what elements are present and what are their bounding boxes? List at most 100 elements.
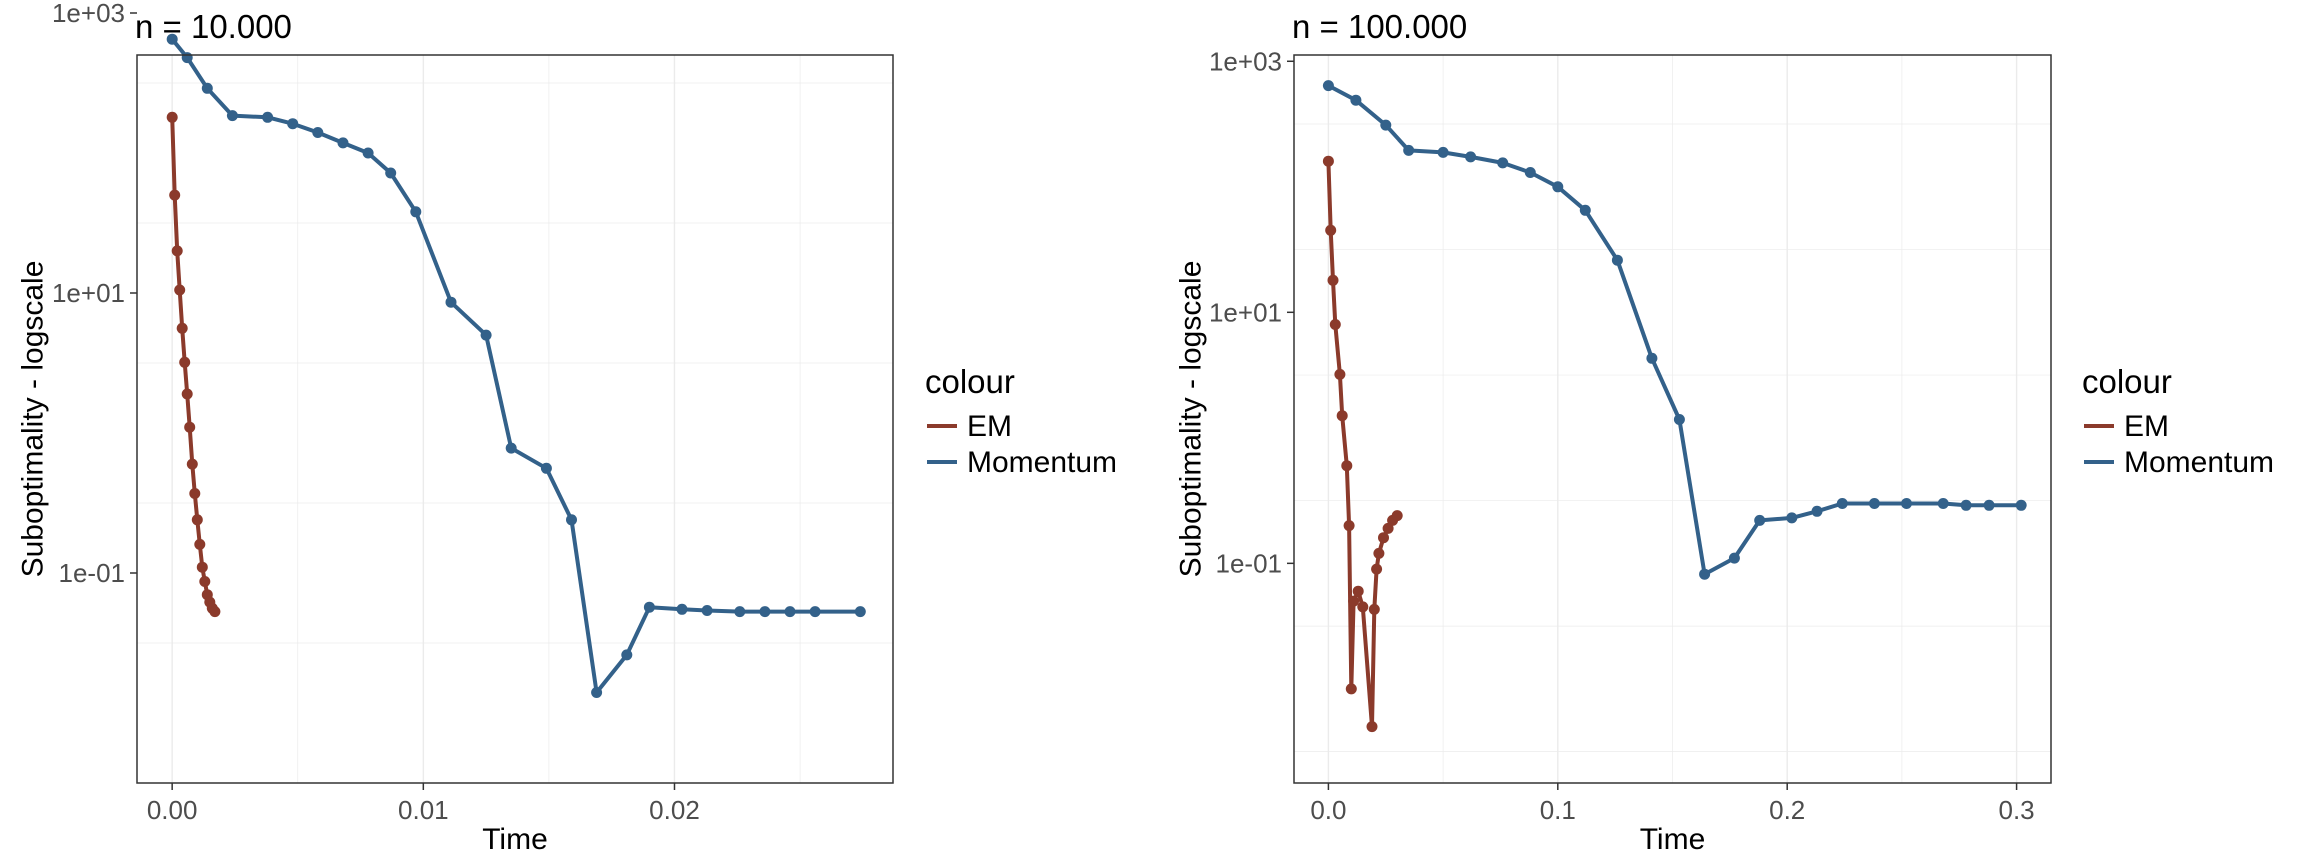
legend-label-momentum: Momentum (2124, 446, 2274, 479)
chart-panel-n100000: 0.0 0.1 0.2 0.3 1e-01 1e+01 1e+03 n = 100.000 Ti… (1175, 8, 2275, 856)
data-point-momentum (759, 606, 771, 618)
data-point-em (1391, 510, 1403, 522)
data-point-momentum (1786, 512, 1798, 524)
data-point-momentum (312, 127, 324, 138)
data-point-em (196, 561, 208, 573)
data-point-em (166, 111, 178, 123)
y-tick-label: 1e+01 (1209, 297, 1282, 327)
y-tick-label: 1e+03 (52, 0, 125, 28)
data-point-momentum (166, 33, 178, 45)
panel-border (1293, 54, 2052, 784)
data-point-momentum (621, 649, 633, 661)
data-point-momentum (1350, 94, 1362, 106)
data-point-em (1343, 520, 1355, 532)
data-point-em (1329, 319, 1341, 330)
x-axis-label: Time (482, 823, 548, 856)
series-em (1322, 155, 1403, 733)
data-point-momentum (1403, 144, 1415, 156)
data-point-em (181, 388, 193, 400)
data-point-momentum (1646, 352, 1658, 364)
x-tick-label: 0.1 (1540, 795, 1576, 825)
data-point-momentum (1699, 568, 1711, 580)
data-point-momentum (201, 82, 213, 94)
data-point-em (171, 245, 183, 257)
data-point-momentum (1611, 254, 1623, 266)
data-point-em (176, 322, 188, 334)
data-point-momentum (181, 52, 193, 64)
gridlines (137, 55, 893, 784)
legend-label-em: EM (2124, 410, 2169, 443)
chart-title: n = 10.000 (135, 8, 292, 45)
data-point-momentum (1960, 499, 1972, 511)
data-point-momentum (643, 601, 655, 613)
data-point-em (174, 284, 186, 296)
x-tick-label: 0.01 (398, 795, 449, 825)
data-point-momentum (1322, 80, 1334, 92)
y-axis-label: Suboptimality - logscale (1175, 261, 1208, 578)
data-point-em (1373, 547, 1385, 559)
data-point-em (1382, 522, 1394, 534)
data-point-momentum (385, 167, 397, 179)
data-point-momentum (1673, 414, 1685, 425)
data-point-momentum (480, 329, 492, 341)
data-point-em (1371, 563, 1383, 575)
data-point-em (1336, 410, 1348, 422)
data-point-momentum (1552, 181, 1564, 193)
data-point-em (1357, 601, 1369, 613)
data-point-momentum (1754, 514, 1766, 526)
chart-panel-n10000: 0.00 0.01 0.02 1e-01 1e+01 1e+03 n = 10.000 Tim… (17, 0, 1118, 856)
series-line-em (1326, 159, 1400, 729)
data-point-momentum (505, 442, 517, 454)
x-tick-label: 0.0 (1310, 795, 1346, 825)
data-point-em (194, 538, 206, 550)
data-point-momentum (591, 687, 603, 698)
data-point-momentum (701, 605, 713, 616)
x-axis-label: Time (1640, 823, 1706, 856)
legend-label-momentum: Momentum (967, 446, 1117, 479)
data-point-momentum (540, 462, 552, 474)
data-point-momentum (445, 296, 457, 308)
data-point-em (1325, 224, 1337, 236)
data-point-momentum (1437, 146, 1449, 158)
data-point-em (209, 606, 221, 618)
x-tick-label: 0.00 (147, 795, 198, 825)
data-point-em (1368, 603, 1380, 615)
data-point-momentum (226, 110, 238, 122)
data-point-em (1345, 683, 1357, 695)
x-tick-label: 0.3 (1999, 795, 2035, 825)
data-point-em (186, 458, 198, 470)
panel-border (136, 54, 894, 784)
data-point-momentum (1836, 498, 1848, 509)
data-point-momentum (784, 606, 796, 618)
data-point-momentum (1728, 552, 1740, 564)
data-point-em (1322, 155, 1334, 167)
data-point-momentum (1579, 204, 1591, 216)
x-tick-label: 0.02 (649, 795, 700, 825)
data-point-momentum (1380, 119, 1392, 131)
y-axis-label: Suboptimality - logscale (17, 261, 50, 578)
data-point-em (1334, 368, 1346, 380)
legend-label-em: EM (967, 410, 1012, 443)
data-point-momentum (362, 147, 374, 159)
data-point-momentum (1524, 167, 1536, 178)
data-point-em (169, 189, 181, 201)
data-point-momentum (566, 514, 577, 526)
data-point-em (199, 576, 211, 587)
y-tick-label: 1e+03 (1209, 46, 1282, 76)
data-point-momentum (1465, 151, 1477, 163)
legend-title: colour (2082, 363, 2172, 400)
legend-title: colour (925, 363, 1015, 400)
data-point-em (1352, 585, 1364, 597)
series-momentum (1322, 80, 2027, 580)
data-point-momentum (1983, 499, 1995, 511)
data-point-momentum (262, 111, 274, 123)
data-point-em (179, 356, 191, 368)
series-momentum (166, 33, 866, 698)
data-point-em (1327, 274, 1339, 286)
data-point-momentum (676, 603, 688, 615)
data-point-momentum (809, 606, 821, 618)
y-tick-label: 1e-01 (59, 558, 126, 588)
data-point-momentum (1497, 157, 1509, 169)
